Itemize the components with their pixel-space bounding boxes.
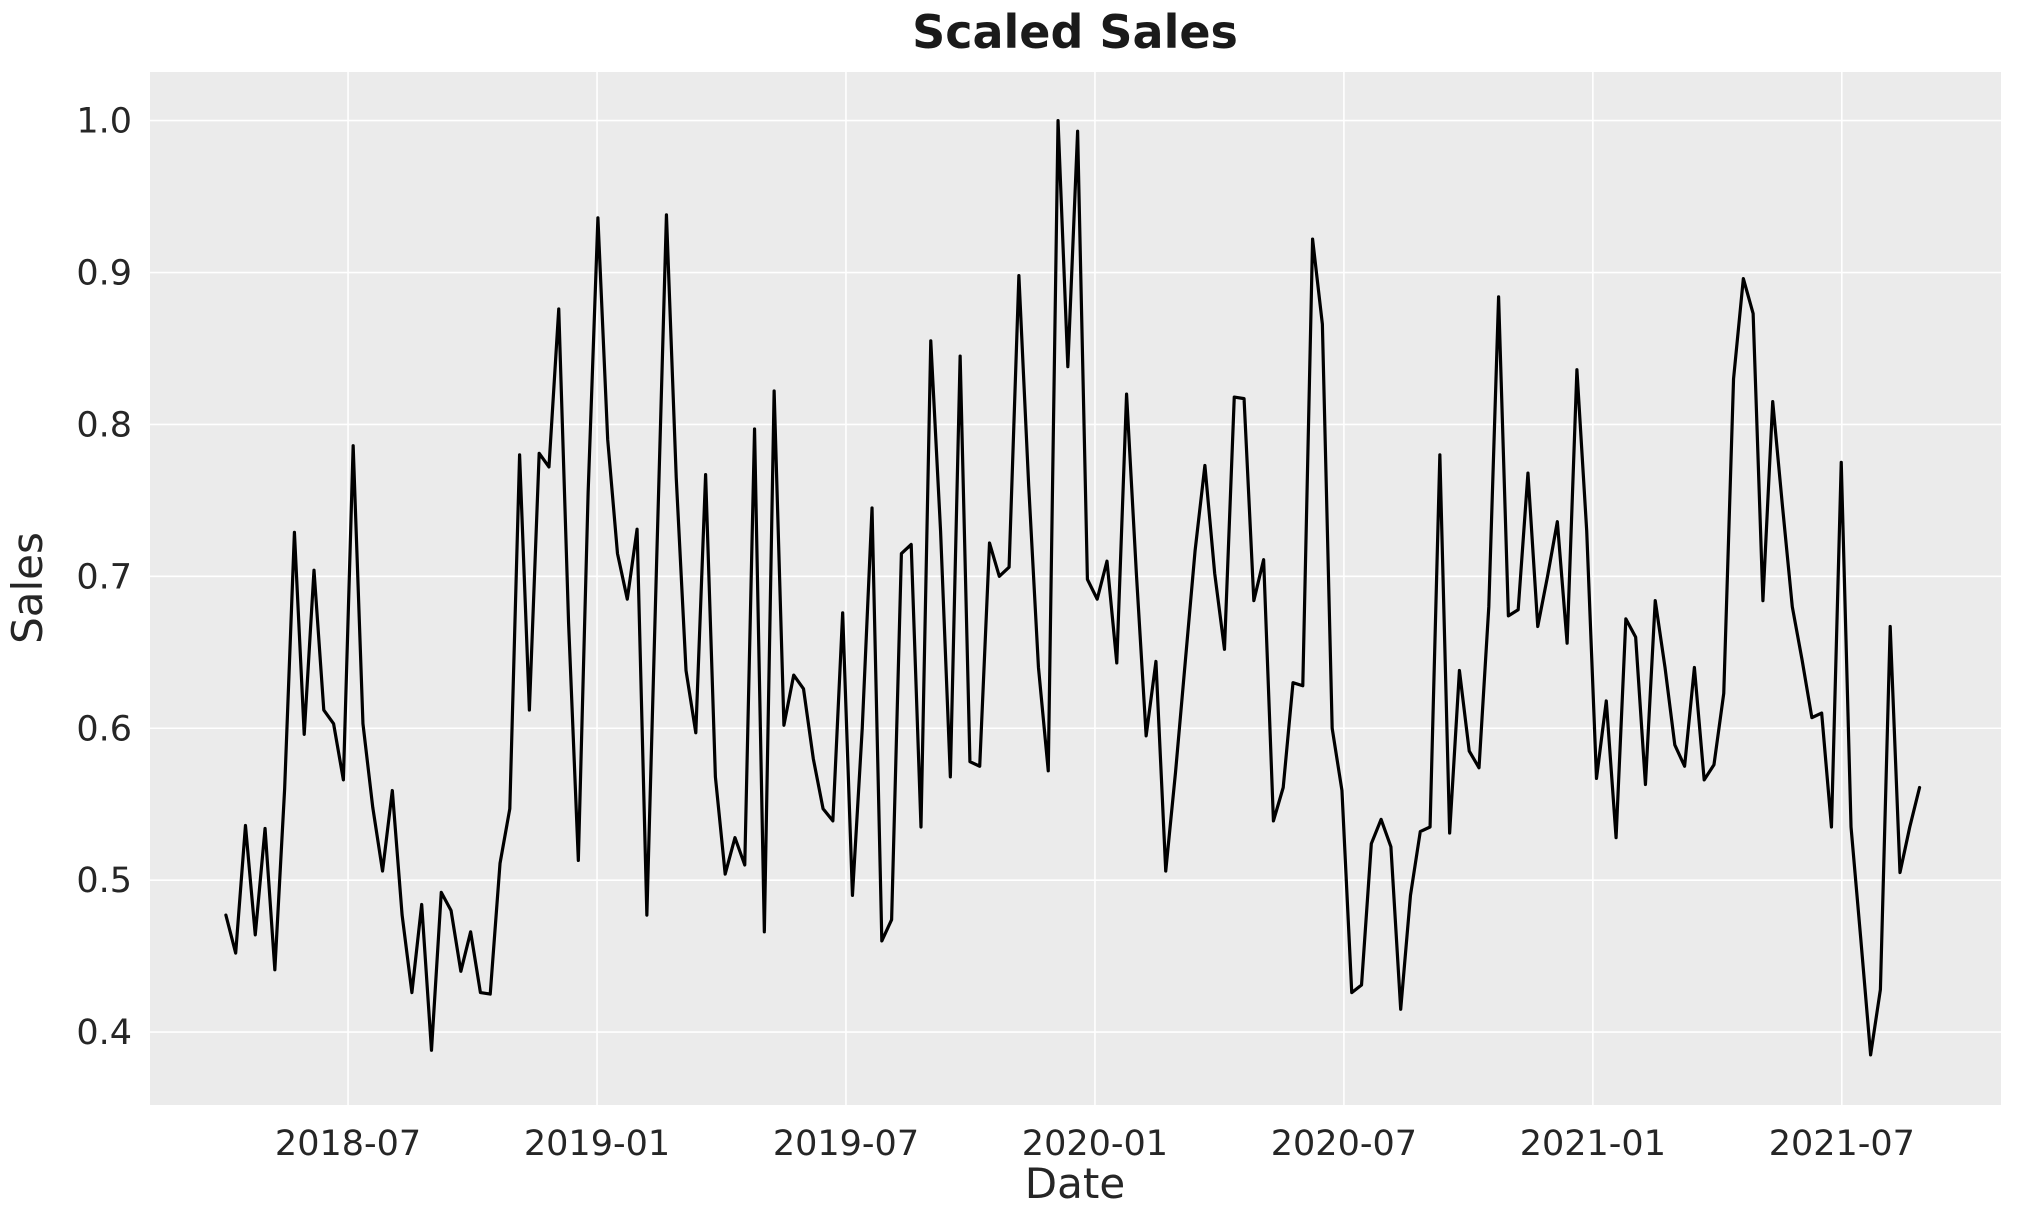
x-axis-ticks: 2018-07 2019-01 2019-07 2020-01 2020-07 2021-…: [275, 1124, 1915, 1164]
y-tick-label: 0.9: [76, 254, 132, 294]
y-axis-label: Sales: [3, 532, 52, 644]
x-tick-label: 2021-01: [1520, 1124, 1666, 1164]
x-tick-label: 2019-01: [524, 1124, 670, 1164]
plot-area: [150, 72, 2001, 1105]
x-tick-label: 2021-07: [1769, 1124, 1915, 1164]
sales-line: [224, 119, 1922, 1057]
y-tick-label: 0.4: [76, 1013, 132, 1053]
y-tick-label: 0.6: [76, 709, 132, 749]
gridlines: [150, 72, 2001, 1105]
y-tick-label: 1.0: [76, 102, 132, 142]
y-tick-label: 0.8: [76, 405, 132, 445]
y-tick-label: 0.7: [76, 557, 132, 597]
x-tick-label: 2020-07: [1271, 1124, 1417, 1164]
x-tick-label: 2019-07: [773, 1124, 919, 1164]
y-axis-ticks: 0.4 0.5 0.6 0.7 0.8 0.9 1.0: [76, 102, 132, 1053]
x-tick-label: 2020-01: [1022, 1124, 1168, 1164]
y-tick-label: 0.5: [76, 861, 132, 901]
sales-line-series: [224, 119, 1922, 1057]
chart-title: Scaled Sales: [912, 5, 1238, 59]
x-tick-label: 2018-07: [275, 1124, 421, 1164]
x-axis-label: Date: [1025, 1159, 1125, 1208]
